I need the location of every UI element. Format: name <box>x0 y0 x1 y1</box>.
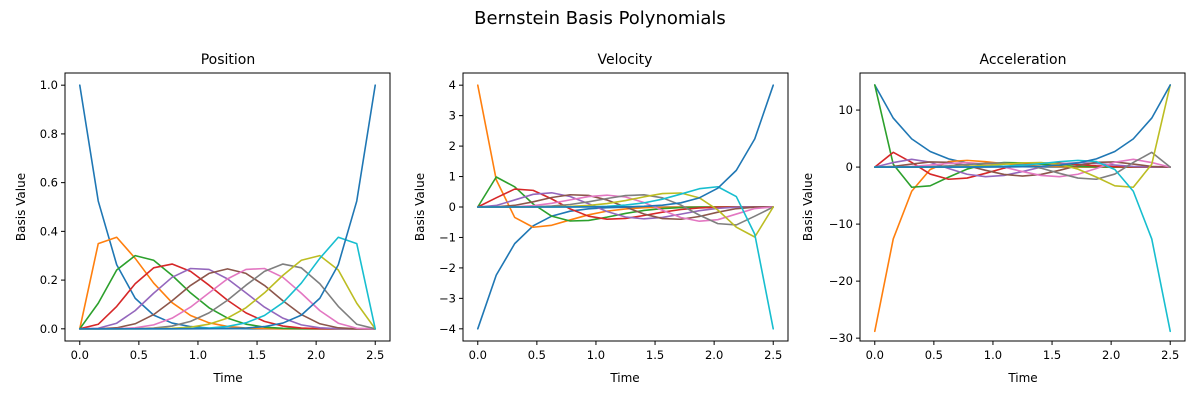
x-tick-label: 0.5 <box>130 348 148 362</box>
y-tick-label: 0.4 <box>40 224 58 238</box>
series-line-b3 <box>476 188 775 220</box>
figure-title: Bernstein Basis Polynomials <box>474 8 726 29</box>
y-tick-label: −4 <box>439 322 456 336</box>
y-tick-label: 1.0 <box>40 78 58 92</box>
y-axis-label: Basis Value <box>413 173 427 241</box>
axes-frame <box>462 72 789 342</box>
plot-area: 0.0 0.5 1.0 1.5 2.0 2.5 −4 −3 −2 −1 0 1 2 3 4 <box>439 78 782 362</box>
y-axis-label: Basis Value <box>801 173 815 241</box>
axes-frame <box>859 72 1186 342</box>
series-line-b6 <box>873 158 1172 178</box>
y-tick-label: 0 <box>846 160 853 174</box>
y-tick-label: 3 <box>449 109 456 123</box>
x-tick-label: 1.5 <box>1043 348 1061 362</box>
x-tick-label: 2.0 <box>705 348 723 362</box>
y-tick-label: −20 <box>829 274 853 288</box>
subplot-title: Position <box>201 52 256 68</box>
series-line-b10 <box>78 84 377 330</box>
x-axis-label: Time <box>212 371 242 385</box>
y-tick-label: −30 <box>829 331 853 345</box>
plot-area: 0.0 0.5 1.0 1.5 2.0 2.5 −30 −20 −10 0 10 <box>829 84 1179 362</box>
y-tick-label: 0 <box>449 200 456 214</box>
y-tick-label: 10 <box>838 103 853 117</box>
series-line-b5 <box>78 268 377 330</box>
x-tick-label: 1.0 <box>984 348 1002 362</box>
x-axis-label: Time <box>1007 371 1037 385</box>
subplot-title: Acceleration <box>980 52 1067 68</box>
x-tick-label: 2.5 <box>764 348 782 362</box>
y-tick-label: −1 <box>439 230 456 244</box>
series-line-b10 <box>476 84 775 208</box>
x-tick-label: 2.5 <box>1161 348 1179 362</box>
subplot-acceleration: Acceleration Time Basis Value 0.0 0.5 1.0 1… <box>801 52 1186 385</box>
y-tick-label: 2 <box>449 139 456 153</box>
x-tick-label: 2.5 <box>366 348 384 362</box>
series-line-b6 <box>476 194 775 223</box>
y-tick-label: 0.6 <box>40 176 58 190</box>
axes-frame <box>64 72 391 342</box>
series-line-b10 <box>873 84 1172 168</box>
y-tick-label: 0.0 <box>40 322 58 336</box>
y-tick-label: 4 <box>449 78 456 92</box>
x-tick-label: 0.0 <box>469 348 487 362</box>
subplot-title: Velocity <box>598 52 653 68</box>
x-tick-label: 2.0 <box>1102 348 1120 362</box>
x-axis-label: Time <box>609 371 639 385</box>
x-tick-label: 2.0 <box>307 348 325 362</box>
series-line-b5 <box>873 161 1172 177</box>
x-tick-label: 0.5 <box>528 348 546 362</box>
series-line-b4 <box>476 191 775 220</box>
y-tick-label: −2 <box>439 261 456 275</box>
subplot-position: Position Time Basis Value 0.0 0.5 1.0 1.5 2.… <box>14 52 391 385</box>
plot-area: 0.0 0.5 1.0 1.5 2.0 2.5 0.0 0.2 0.4 0.6 0.8 1.0 <box>40 78 385 362</box>
x-tick-label: 0.0 <box>866 348 884 362</box>
y-tick-label: 0.8 <box>40 127 58 141</box>
y-axis-label: Basis Value <box>14 173 28 241</box>
y-tick-label: 1 <box>449 170 456 184</box>
y-tick-label: 0.2 <box>40 273 58 287</box>
x-tick-label: 0.0 <box>71 348 89 362</box>
x-tick-label: 1.5 <box>248 348 266 362</box>
x-tick-label: 1.0 <box>189 348 207 362</box>
y-tick-label: −10 <box>829 217 853 231</box>
y-tick-label: −3 <box>439 291 456 305</box>
x-tick-label: 0.5 <box>925 348 943 362</box>
x-tick-label: 1.5 <box>646 348 664 362</box>
subplot-velocity: Velocity Time Basis Value 0.0 0.5 1.0 1.5 2.… <box>413 52 789 385</box>
x-tick-label: 1.0 <box>587 348 605 362</box>
